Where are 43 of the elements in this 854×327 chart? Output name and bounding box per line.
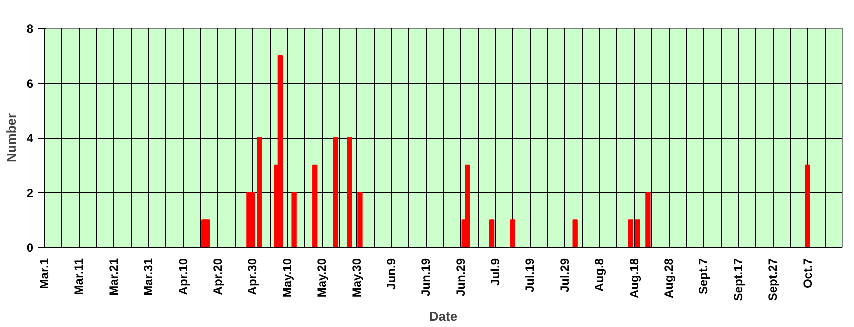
- x-tick-label: Mar.11: [72, 258, 86, 296]
- x-tick-label: Jun.9: [384, 258, 398, 290]
- bar: [358, 192, 363, 248]
- x-tick-label: Apr.10: [176, 258, 190, 296]
- y-axis-title: Number: [4, 113, 19, 163]
- bar: [646, 192, 651, 248]
- x-tick-label: Sept.7: [696, 258, 711, 295]
- y-tick-label: 0: [26, 241, 34, 255]
- x-tick-label: Mar.1: [38, 258, 52, 290]
- x-axis-title: Date: [429, 309, 458, 324]
- x-tick-label: May.20: [315, 258, 330, 298]
- x-tick-label: Mar.31: [142, 258, 156, 296]
- x-tick-label: Jul.19: [523, 258, 538, 293]
- x-tick-label: Aug.28: [662, 258, 676, 299]
- x-tick-label: Jun.19: [419, 258, 434, 297]
- y-tick-label: 2: [26, 186, 34, 200]
- y-tick-label: 6: [26, 76, 34, 91]
- x-tick-label: May.10: [280, 258, 294, 298]
- x-tick-label: Jul.29: [558, 258, 572, 293]
- x-tick-label: Sept.27: [766, 258, 780, 302]
- y-tick-label: 4: [26, 132, 34, 146]
- x-tick-label: Sept.17: [731, 258, 746, 302]
- x-tick-label: Oct.7: [800, 258, 815, 289]
- bar: [312, 164, 318, 248]
- y-tick-label: 8: [26, 22, 34, 36]
- x-tick-label: Mar.21: [106, 258, 121, 296]
- x-tick-label: Aug.8: [592, 258, 607, 292]
- x-tick-label: Apr.30: [246, 258, 260, 296]
- x-tick-label: May.30: [350, 258, 364, 298]
- bar: [278, 55, 284, 248]
- bar: [333, 138, 339, 248]
- bar: [805, 164, 810, 248]
- bar: [204, 220, 210, 248]
- x-tick-label: Jul.9: [488, 258, 503, 286]
- bar: [465, 164, 470, 248]
- bar: [510, 220, 516, 248]
- bar: [489, 220, 495, 248]
- bar: [572, 220, 578, 248]
- bar: [347, 138, 352, 248]
- bar: [292, 192, 297, 248]
- x-tick-label: Aug.18: [627, 258, 642, 299]
- x-tick-label: Apr.20: [210, 258, 225, 296]
- x-tick-label: Jun.29: [454, 258, 468, 297]
